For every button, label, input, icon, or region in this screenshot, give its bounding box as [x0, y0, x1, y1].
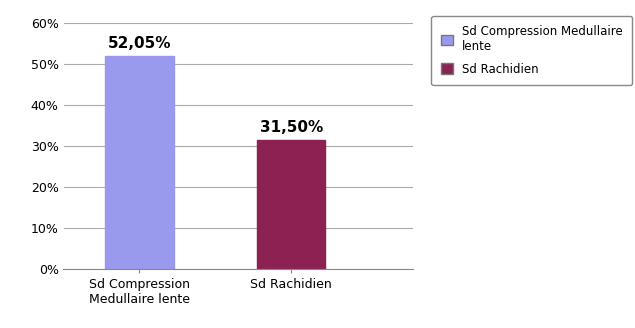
Text: 52,05%: 52,05%	[108, 36, 171, 51]
Text: 31,50%: 31,50%	[260, 120, 323, 135]
Legend: Sd Compression Medullaire
lente, Sd Rachidien: Sd Compression Medullaire lente, Sd Rach…	[431, 16, 632, 85]
Bar	[105, 55, 173, 269]
Bar	[257, 140, 325, 269]
